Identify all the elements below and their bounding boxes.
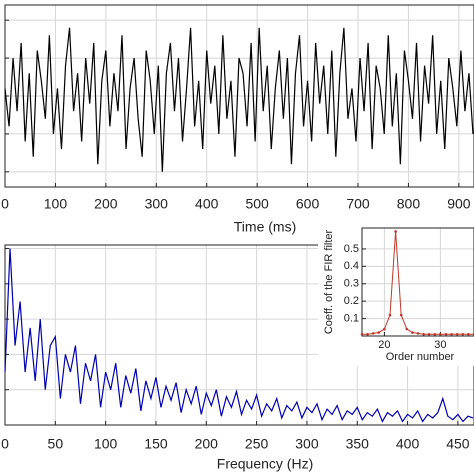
x-tick-label: 400	[195, 196, 219, 212]
x-tick-label: 0	[1, 436, 9, 452]
data-point	[450, 332, 453, 336]
y-tick-label: 0.2	[344, 295, 359, 307]
data-point	[399, 313, 403, 317]
y-tick-label: 0.4	[344, 260, 359, 272]
x-tick-label: 300	[145, 196, 169, 212]
data-point	[405, 327, 409, 331]
x-tick-label: 20	[378, 339, 390, 351]
data-point	[467, 332, 470, 336]
data-point	[416, 332, 420, 335]
data-point	[394, 230, 397, 233]
data-point	[444, 332, 448, 336]
data-point	[455, 332, 459, 336]
x-tick-label: 200	[94, 196, 118, 212]
x-tick-label: 50	[48, 436, 64, 452]
x-axis-label: Time (ms)	[234, 219, 296, 235]
x-tick-label: 800	[397, 196, 421, 212]
x-tick-label: 700	[346, 196, 370, 212]
x-axis-label: Frequency (Hz)	[217, 456, 313, 472]
x-tick-label: 250	[245, 436, 269, 452]
data-point	[433, 332, 437, 336]
x-tick-label: 150	[144, 436, 168, 452]
x-tick-label: 500	[245, 196, 269, 212]
data-point	[439, 332, 442, 336]
plot-area	[362, 228, 474, 336]
data-point	[383, 327, 386, 331]
x-tick-label: 200	[195, 436, 219, 452]
data-point	[411, 331, 414, 334]
x-tick-label: 0	[1, 196, 9, 212]
x-tick-label: 100	[44, 196, 68, 212]
data-point	[366, 332, 369, 336]
data-point	[371, 332, 375, 335]
data-point	[388, 313, 392, 317]
x-tick-label: 450	[446, 436, 470, 452]
x-tick-label: 400	[396, 436, 420, 452]
plot-frame	[4, 244, 474, 426]
data-line	[4, 27, 474, 172]
data-point	[360, 332, 364, 336]
plot-frame	[361, 227, 474, 337]
x-axis-label: Order number	[386, 351, 455, 363]
y-tick-label: 0.3	[344, 278, 359, 290]
data-point	[422, 332, 425, 336]
x-tick-label: 900	[447, 196, 471, 212]
plot-frame	[4, 4, 474, 188]
y-tick-label: 0.1	[344, 312, 359, 324]
x-tick-label: 100	[94, 436, 118, 452]
data-line	[4, 248, 474, 423]
x-tick-label: 350	[346, 436, 370, 452]
data-point	[377, 331, 381, 334]
x-tick-label: 30	[434, 339, 446, 351]
data-point	[461, 332, 465, 336]
y-tick-label: 0.5	[344, 243, 359, 255]
x-tick-label: 600	[296, 196, 320, 212]
x-tick-label: 300	[295, 436, 319, 452]
data-point	[427, 332, 431, 336]
y-axis-label: Coeff. of the FIR filter	[323, 229, 335, 334]
